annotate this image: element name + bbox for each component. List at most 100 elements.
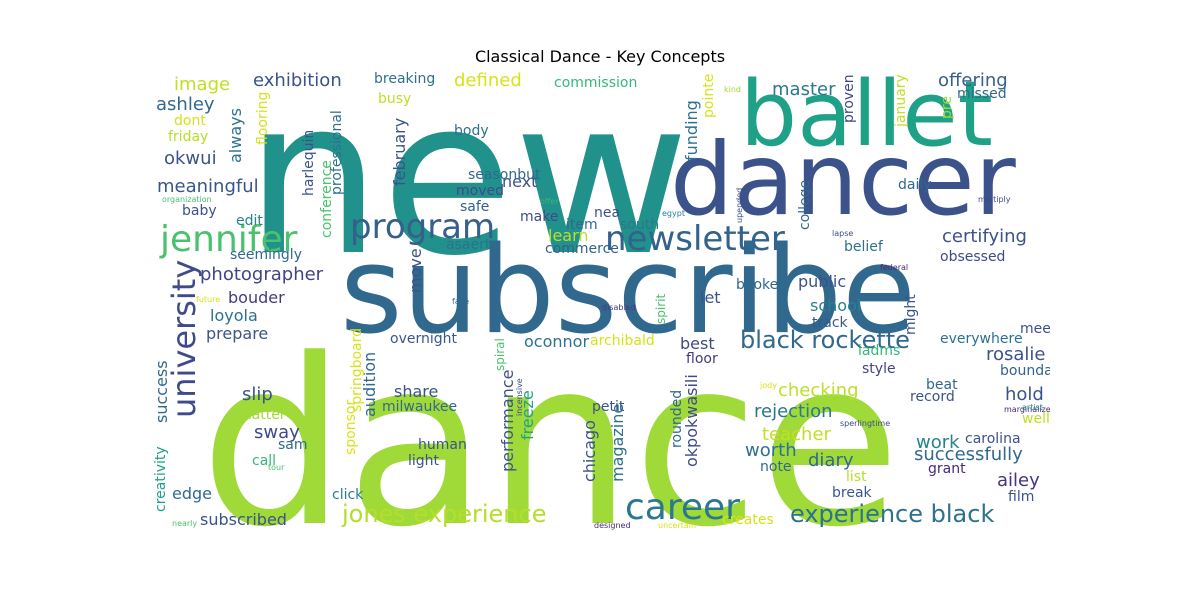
word-matter: matter xyxy=(238,407,286,423)
word-jody: jody xyxy=(760,381,777,390)
word-creativity: creativity xyxy=(153,446,169,512)
word-designed: designed xyxy=(594,521,631,530)
word-sperlingtime: sperlingtime xyxy=(840,419,891,428)
word-booked: booked xyxy=(736,277,788,293)
word-ballet: ballet xyxy=(740,70,993,167)
word-master: master xyxy=(772,79,836,100)
word-human: human xyxy=(418,437,467,453)
word-jennifer: jennifer xyxy=(160,219,298,260)
word-grant: grant xyxy=(928,461,966,477)
word-friday: friday xyxy=(168,129,209,145)
word-jones-experience: jones experience xyxy=(342,500,547,528)
word-track: track xyxy=(812,315,848,331)
word-okwui: okwui xyxy=(164,148,217,169)
word-certifying: certifying xyxy=(942,226,1027,247)
word-proven: proven xyxy=(841,74,857,123)
word-work: work xyxy=(916,432,960,453)
word-professional: professional xyxy=(329,110,345,195)
word-safe: safe xyxy=(460,199,490,215)
word-missed: missed xyxy=(957,86,1007,102)
word-incensive: incensive xyxy=(515,378,524,416)
word-chicago: chicago xyxy=(580,420,599,482)
word-record: record xyxy=(910,389,955,405)
word-learn: learn xyxy=(548,226,589,245)
word-success: success xyxy=(152,360,171,423)
word-future: future xyxy=(196,295,221,304)
word-creates: creates xyxy=(722,512,774,528)
word-egypt: egypt xyxy=(662,209,685,218)
word-rosalie: rosalie xyxy=(986,344,1046,365)
word-performance: performance xyxy=(498,369,517,472)
word-rounded: rounded xyxy=(669,389,685,448)
word-prepare: prepare xyxy=(206,324,269,343)
word-harlequin: harlequin xyxy=(301,129,317,196)
chart-title: Classical Dance - Key Concepts xyxy=(474,47,726,66)
word-kind: kind xyxy=(724,85,742,94)
word-next: next xyxy=(502,172,538,191)
word-nea: nea xyxy=(594,205,621,221)
word-overnight: overnight xyxy=(390,331,457,347)
word-milwaukee: milwaukee xyxy=(382,399,458,415)
word-slip: slip xyxy=(242,384,273,405)
word-january: january xyxy=(893,74,909,127)
word-multiply: multiply xyxy=(978,195,1011,204)
word-sam: sam xyxy=(278,437,308,453)
word-offer: offer xyxy=(540,197,559,206)
word-pre: pre xyxy=(939,96,955,119)
word-item: item xyxy=(566,217,598,233)
word-magazine: magazine xyxy=(608,403,627,482)
word-commission: commission xyxy=(554,75,638,91)
word-baby: baby xyxy=(182,203,217,219)
word-petit: petit xyxy=(592,399,625,415)
word-best: best xyxy=(680,334,715,353)
word-sponsor: sponsor xyxy=(343,399,359,455)
word-worth: worth xyxy=(745,440,797,461)
word-seasonbut: seasonbut xyxy=(468,167,541,183)
word-tour: tour xyxy=(268,463,285,472)
word-organization: organization xyxy=(162,195,212,204)
word-public: public xyxy=(798,272,847,291)
word-pointe: pointe xyxy=(701,73,717,118)
word-belief: belief xyxy=(844,239,883,255)
word-nearly: nearly xyxy=(172,519,198,528)
word-oconnor: oconnor xyxy=(524,332,590,351)
word-click: click xyxy=(332,487,364,503)
word-seemingly: seemingly xyxy=(230,247,302,263)
word-uncertain: uncertain xyxy=(658,521,697,530)
word-school: school xyxy=(810,296,862,315)
word-federal: federal xyxy=(880,263,909,272)
word-carolina: carolina xyxy=(965,431,1021,447)
word-subscribe: subscribe xyxy=(340,222,916,361)
word-spiral: spiral xyxy=(493,338,507,371)
word-move: move xyxy=(406,248,425,293)
word-film: film xyxy=(1008,489,1035,505)
word-subscribed: subscribed xyxy=(200,510,287,529)
word-offering: offering xyxy=(938,70,1008,91)
word-sway: sway xyxy=(254,422,300,443)
word-face: face xyxy=(452,297,470,306)
word-moved: moved xyxy=(456,183,504,199)
word-might: might xyxy=(903,294,919,335)
word-experience-black: experience black xyxy=(790,500,995,528)
word-artist: artist xyxy=(1022,403,1043,412)
word-flooring: flooring xyxy=(255,91,271,145)
word-commerce: commerce xyxy=(545,241,619,257)
word-call: call xyxy=(252,453,277,469)
word-photographer: photographer xyxy=(200,264,324,285)
word-note: note xyxy=(760,459,792,475)
word-edit: edit xyxy=(236,213,263,229)
word-bouder: bouder xyxy=(228,288,285,307)
word-beat: beat xyxy=(926,377,958,393)
word-break: break xyxy=(832,485,872,501)
word-light: light xyxy=(408,453,440,469)
word-dont: dont xyxy=(174,113,206,129)
word-well: well xyxy=(1022,411,1050,427)
word-list: list xyxy=(846,469,867,485)
word-body: body xyxy=(454,123,489,139)
word-daily: daily xyxy=(898,177,932,193)
word-ashley: ashley xyxy=(156,94,215,115)
word-iadms: iadms xyxy=(858,343,901,359)
word-college: college xyxy=(797,179,813,230)
word-upended: upended xyxy=(735,187,744,223)
word-spirit: spirit xyxy=(654,293,668,324)
